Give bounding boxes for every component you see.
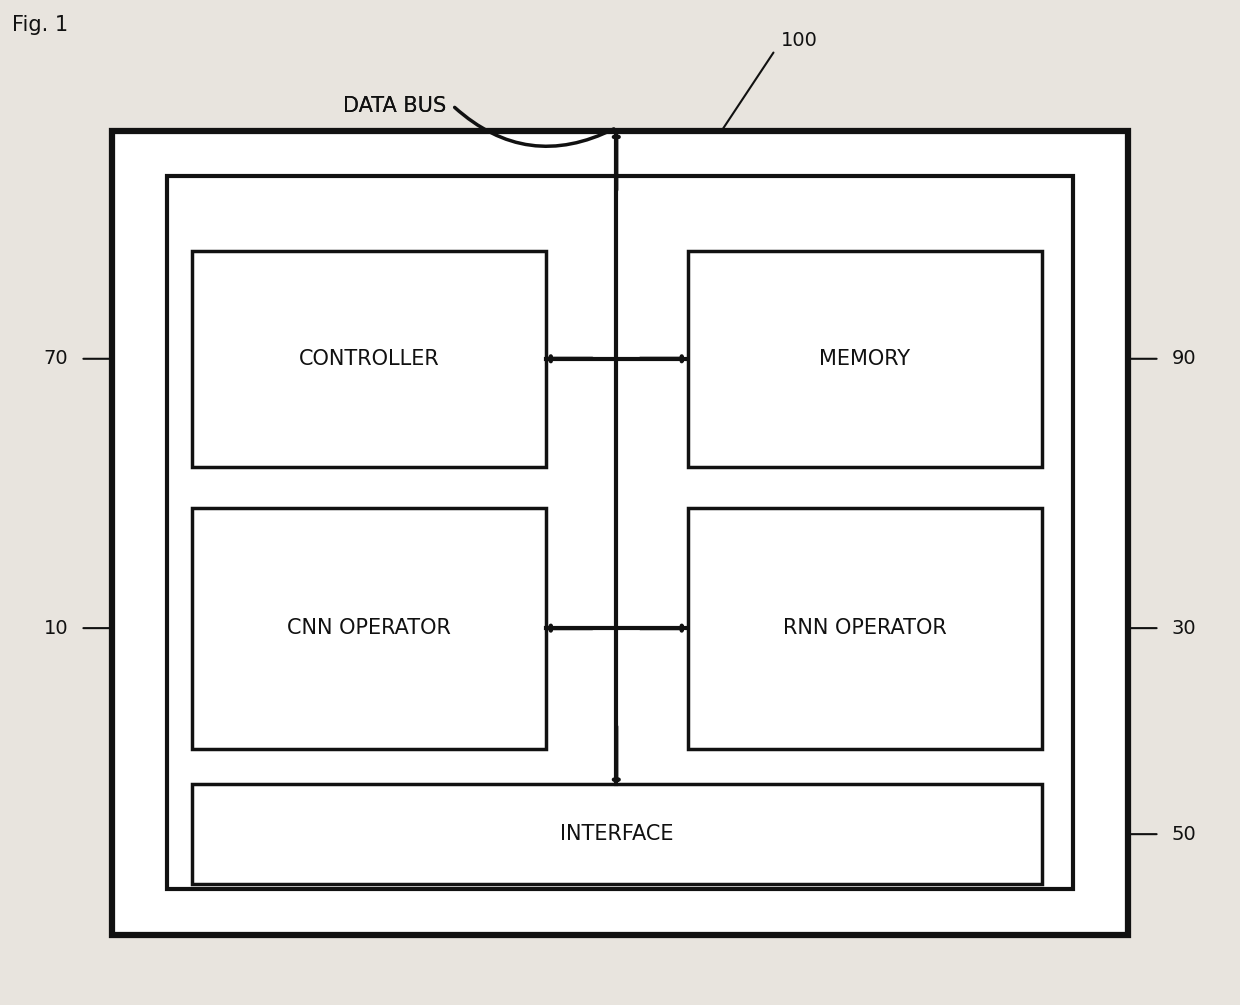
Text: 100: 100 <box>781 31 818 49</box>
Text: 10: 10 <box>43 619 68 637</box>
Bar <box>192 784 1042 884</box>
Bar <box>167 176 1073 889</box>
Text: Fig. 1: Fig. 1 <box>12 15 68 35</box>
Text: CONTROLLER: CONTROLLER <box>299 350 439 369</box>
Text: DATA BUS: DATA BUS <box>343 95 446 116</box>
Text: 90: 90 <box>1172 350 1197 368</box>
Text: RNN OPERATOR: RNN OPERATOR <box>782 618 947 638</box>
Text: 50: 50 <box>1172 825 1197 843</box>
Text: INTERFACE: INTERFACE <box>560 824 673 844</box>
Text: 30: 30 <box>1172 619 1197 637</box>
Text: DATA BUS: DATA BUS <box>343 95 446 116</box>
Text: CNN OPERATOR: CNN OPERATOR <box>286 618 451 638</box>
Bar <box>192 508 546 749</box>
Bar <box>688 508 1042 749</box>
Bar <box>112 131 1128 935</box>
Text: MEMORY: MEMORY <box>820 350 910 369</box>
Text: 70: 70 <box>43 350 68 368</box>
Bar <box>688 251 1042 467</box>
Bar <box>192 251 546 467</box>
